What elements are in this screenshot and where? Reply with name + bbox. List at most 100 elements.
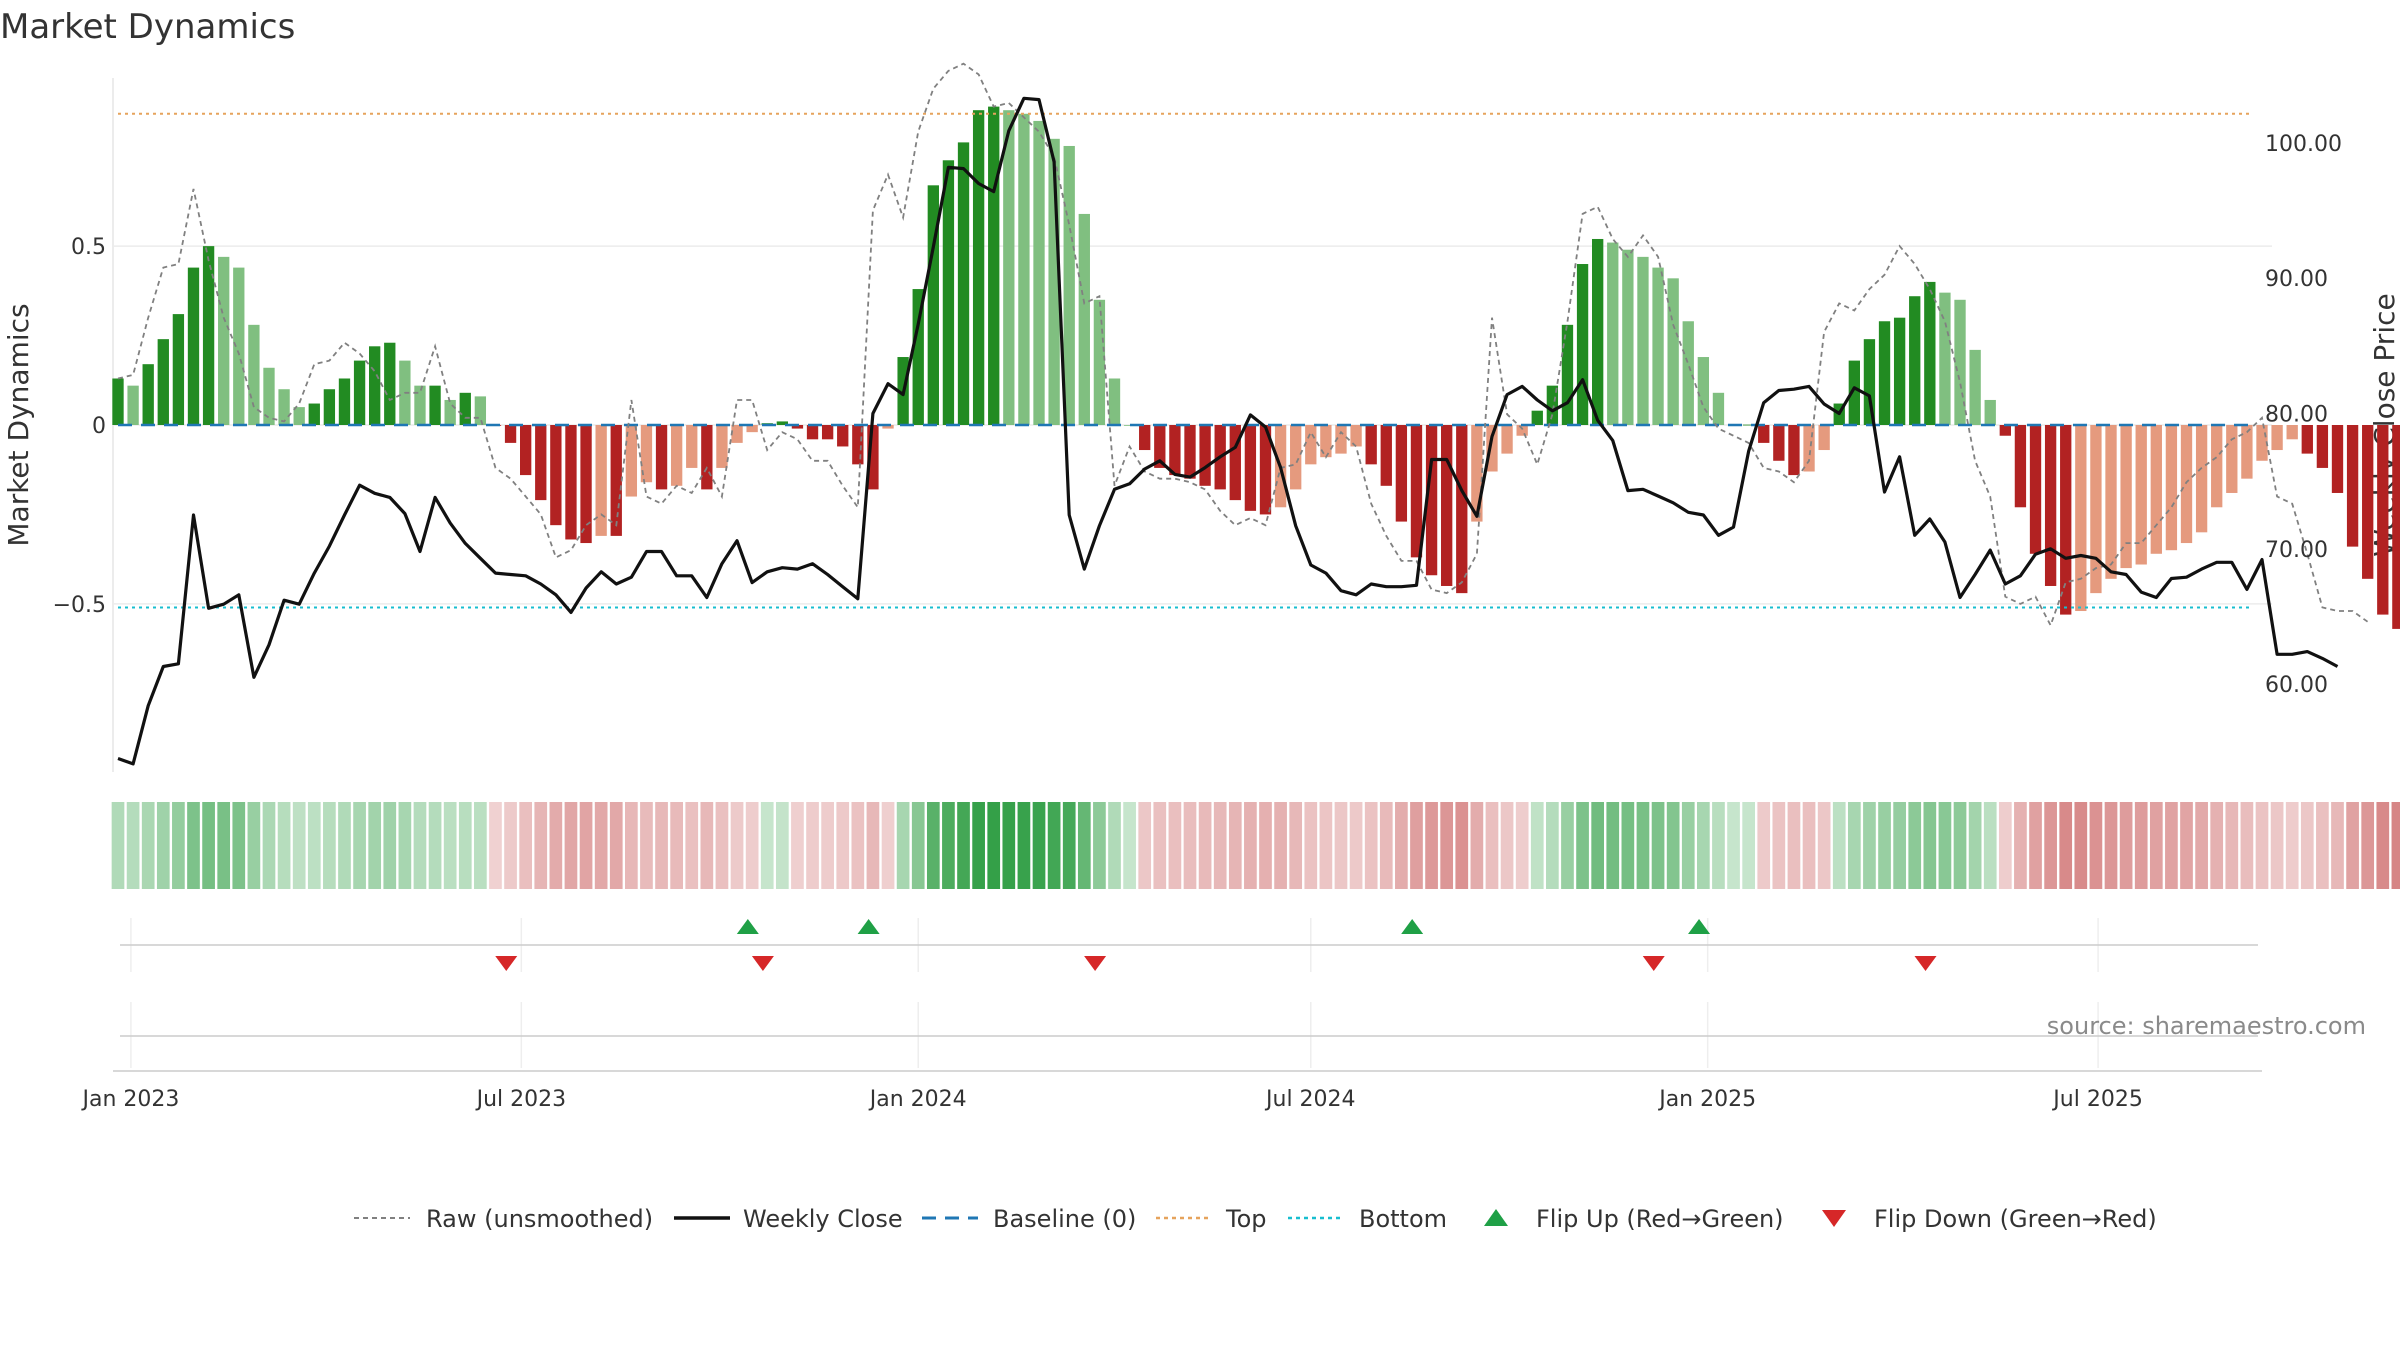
bar-series xyxy=(112,106,2400,629)
bar xyxy=(323,389,336,425)
bar xyxy=(127,385,139,425)
bar xyxy=(248,324,260,425)
strip-cell xyxy=(1817,802,1831,889)
strip-cell xyxy=(1953,802,1967,889)
strip-cell xyxy=(609,802,623,889)
flip-up-marker xyxy=(1688,919,1711,934)
strip-cell xyxy=(670,802,683,889)
legend-swatch-flip-down xyxy=(1822,1210,1846,1227)
bar xyxy=(1184,425,1196,479)
flip-up-marker xyxy=(1401,919,1424,934)
bar xyxy=(2014,425,2027,508)
bar xyxy=(580,425,592,544)
x-tick-label: Jul 2024 xyxy=(1264,1087,1356,1112)
bar xyxy=(2120,425,2132,569)
strip-cell xyxy=(1712,802,1725,889)
bar xyxy=(957,142,970,425)
legend-label: Weekly Close xyxy=(743,1205,903,1233)
bar xyxy=(1471,425,1483,522)
strip-cell xyxy=(896,802,910,889)
strip-cell xyxy=(1470,802,1484,889)
strip-cell xyxy=(1017,802,1031,889)
bar xyxy=(837,425,849,447)
bar xyxy=(731,425,743,443)
strip-cell xyxy=(443,802,457,889)
strip-cell xyxy=(1666,802,1680,889)
strip-cell xyxy=(594,802,608,889)
bar xyxy=(1380,425,1392,486)
strip-cell xyxy=(1561,802,1574,889)
strip-cell xyxy=(1727,802,1740,889)
bar xyxy=(670,425,683,486)
strip-cell xyxy=(338,802,351,889)
bar xyxy=(882,425,894,429)
bar xyxy=(1018,113,1030,425)
bar xyxy=(369,346,381,425)
bar xyxy=(625,425,638,497)
x-tick-label: Jul 2023 xyxy=(475,1087,567,1112)
flip-down-marker xyxy=(1914,956,1937,971)
strip-cell xyxy=(2210,802,2224,889)
strip-cell xyxy=(972,802,985,889)
bar xyxy=(640,425,653,483)
strip-cell xyxy=(504,802,517,889)
strip-cell xyxy=(1274,802,1287,889)
bar xyxy=(1003,110,1015,426)
strip-cell xyxy=(1576,802,1589,889)
strip-cell xyxy=(1364,802,1378,889)
bar xyxy=(1259,425,1272,515)
strip-cell xyxy=(700,802,714,889)
strip-cell xyxy=(1244,802,1257,889)
strip-cell xyxy=(730,802,744,889)
legend-label: Flip Down (Green→Red) xyxy=(1874,1205,2157,1233)
strip-cell xyxy=(2331,802,2344,889)
bar xyxy=(2241,425,2253,479)
bar xyxy=(1078,213,1090,425)
strip-cell xyxy=(1198,802,1212,889)
bar xyxy=(1893,317,1906,425)
strip-cell xyxy=(428,802,442,889)
strip-cell xyxy=(489,802,502,889)
bar xyxy=(2060,425,2072,615)
strip-cell xyxy=(368,802,382,889)
strip-cell xyxy=(1832,802,1846,889)
strip-cell xyxy=(881,802,895,889)
bar xyxy=(716,425,728,468)
strip-cell xyxy=(323,802,336,889)
bar xyxy=(1999,425,2011,436)
strip-cell xyxy=(383,802,397,889)
y-left-tick-label: −0.5 xyxy=(53,593,106,618)
bar xyxy=(1622,249,1634,425)
bar xyxy=(338,378,351,425)
bar xyxy=(701,425,713,490)
strip-cell xyxy=(760,802,774,889)
bar xyxy=(1516,425,1528,436)
bar xyxy=(1637,256,1649,425)
strip-cell xyxy=(1530,802,1544,889)
strip-cell xyxy=(806,802,819,889)
bar xyxy=(1954,299,1966,425)
strip-cell xyxy=(217,802,231,889)
strip-cell xyxy=(1863,802,1876,889)
strip-cell xyxy=(1515,802,1529,889)
bar xyxy=(1667,278,1679,425)
strip-cell xyxy=(1062,802,1076,889)
strip-cell xyxy=(579,802,593,889)
bar xyxy=(2090,425,2102,594)
bar xyxy=(2331,425,2344,493)
legend-label: Raw (unsmoothed) xyxy=(426,1205,653,1233)
strip-cell xyxy=(1077,802,1091,889)
strip-cell xyxy=(2240,802,2254,889)
strip-cell xyxy=(156,802,170,889)
bar xyxy=(1350,425,1362,447)
bar xyxy=(550,425,562,526)
strip-cell xyxy=(1893,802,1906,889)
bar xyxy=(157,339,169,425)
strip-cell xyxy=(1802,802,1816,889)
bar xyxy=(1909,296,1921,425)
strip-cell xyxy=(1485,802,1499,889)
bar xyxy=(504,425,517,443)
y-left-tick-label: 0 xyxy=(92,414,106,439)
y-right-tick-label: 90.00 xyxy=(2265,267,2328,292)
bar xyxy=(1199,425,1211,486)
